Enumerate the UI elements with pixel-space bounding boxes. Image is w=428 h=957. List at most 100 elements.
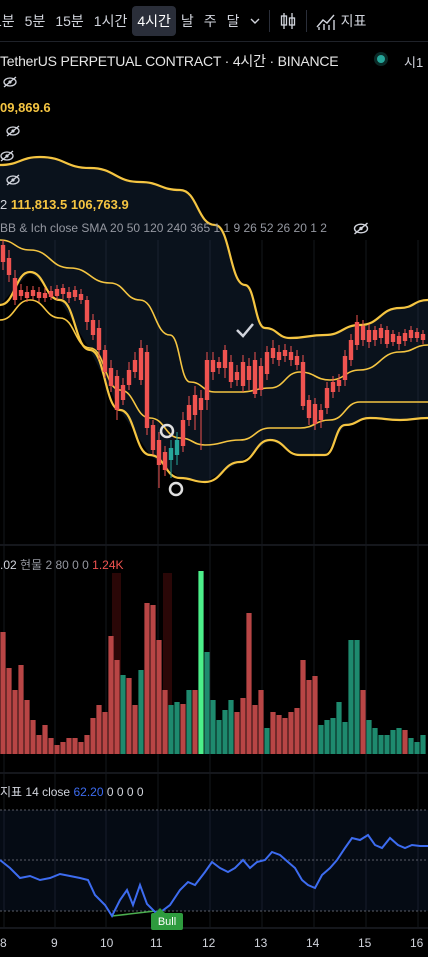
candle-body [6,258,12,275]
volume-bar [42,725,48,754]
candle-body [54,289,60,296]
candle-body [138,348,144,380]
candle-body [132,360,138,372]
divergence-line [111,910,156,917]
eye-crossed-icon[interactable] [353,222,369,240]
volume-bar [306,680,312,754]
volume-bar [360,690,366,754]
volume-bar [270,712,276,754]
candle-body [330,382,336,392]
candle-body [372,330,378,340]
volume-bar [312,676,318,754]
band-upper-value: 111,813.5 [10,197,68,212]
candle-body [390,334,396,342]
candle-body [378,328,384,338]
candle-body [252,360,258,394]
candle-body [354,322,360,345]
tf-5m[interactable]: 5분 [24,12,46,29]
band-lower-value: 106,763.9 [70,197,129,212]
x-axis-label: 8 [0,936,7,950]
candle-body [90,320,96,335]
volume-label: 현물 2 80 0 0 [20,558,89,572]
candle-body [24,292,30,298]
volume-bar [54,745,60,754]
tf-week[interactable]: 주 [203,12,217,29]
candle-body [294,356,300,365]
candle-body [96,328,102,350]
volume-bar [408,738,414,754]
oscillator-zeros: 0 0 0 0 [106,785,144,799]
volume-bar [402,730,408,754]
x-axis-label: 16 [410,936,424,950]
volume-bar [12,690,18,754]
eye-crossed-icon[interactable] [0,149,14,167]
volume-bar [342,722,348,754]
volume-bar [228,700,234,754]
eye-crossed-icon[interactable] [3,75,17,93]
volume-bar [246,613,252,754]
tf-1h[interactable]: 1시간 [93,12,128,29]
volume-bar [336,702,342,754]
candle-body [156,440,162,465]
candle-body [348,340,354,360]
volume-value: 1.24K [92,558,124,572]
x-axis-label: 14 [306,936,320,950]
candle-body [408,330,414,338]
page-title: TetherUS PERPETUAL CONTRACT · 4시간 · BINA… [0,53,339,69]
volume-bar [66,738,72,754]
candle-body [216,362,222,368]
volume-bar [84,735,90,754]
candle-body [234,372,240,380]
volume-bar [318,725,324,754]
candle-body [78,294,84,300]
chevron-down-icon[interactable] [245,6,265,36]
volume-bar [294,708,300,754]
volume-bars [0,571,426,754]
eye-crossed-icon[interactable] [6,173,20,191]
toolbar-divider [268,9,270,32]
indicators-button[interactable]: 지표 [311,6,371,36]
live-status-dot [377,55,385,63]
tf-month[interactable]: 달 [226,12,240,29]
oscillator-label: 지표 14 close [0,785,71,799]
candle-body [114,376,120,410]
indicators-label: 지표 [340,12,367,29]
volume-bar [162,690,168,754]
volume-bar [6,668,12,754]
candle-body [150,425,156,450]
candle-body [312,404,318,424]
timeframe-toolbar: 1분 5분 15분 1시간 4시간 날 주 달 지표 [0,0,428,42]
candle-body [84,300,90,322]
volume-bar [288,712,294,754]
volume-bar [126,678,132,754]
volume-bar [252,705,258,754]
x-axis-label: 13 [254,936,268,950]
volume-bar [264,728,270,754]
candle-body [276,352,282,360]
tf-4h[interactable]: 4시간 [132,5,176,36]
candle-body [30,290,36,296]
tf-15m[interactable]: 15분 [55,12,84,29]
tf-day[interactable]: 날 [180,12,194,29]
volume-bar [384,735,390,754]
candle-body [366,330,372,342]
volume-bar [108,636,114,754]
candle-body [18,290,24,296]
candlestick-icon[interactable] [274,6,302,36]
volume-bar [102,712,108,754]
candle-body [204,360,210,400]
volume-bar [144,603,150,754]
candle-body [126,370,132,385]
volume-bar [24,700,30,754]
candle-body [162,452,168,470]
tf-1m[interactable]: 1분 [0,12,15,29]
volume-bar [348,640,354,754]
volume-bar [96,705,102,754]
volume-bar [180,704,186,754]
volume-bar [78,742,84,754]
eye-crossed-icon[interactable] [6,124,20,142]
candle-body [42,293,48,298]
x-axis-label: 12 [202,936,216,950]
band-prefix: 2 [0,197,8,212]
